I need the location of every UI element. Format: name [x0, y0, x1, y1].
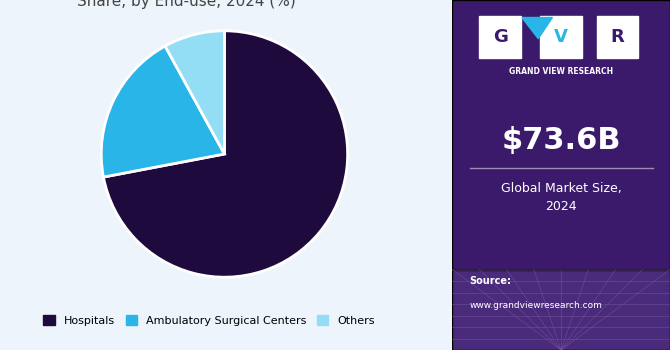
Text: Global Market Size,
2024: Global Market Size, 2024 — [500, 182, 622, 213]
Text: V: V — [554, 28, 568, 46]
FancyBboxPatch shape — [597, 16, 639, 58]
FancyBboxPatch shape — [452, 0, 670, 350]
Text: $73.6B: $73.6B — [501, 126, 621, 154]
FancyBboxPatch shape — [480, 16, 521, 58]
Wedge shape — [101, 46, 224, 177]
Text: Share, by End-use, 2024 (%): Share, by End-use, 2024 (%) — [76, 0, 295, 9]
Text: R: R — [611, 28, 624, 46]
Text: Source:: Source: — [470, 276, 512, 287]
Wedge shape — [165, 31, 224, 154]
FancyBboxPatch shape — [541, 16, 582, 58]
Legend: Hospitals, Ambulatory Surgical Centers, Others: Hospitals, Ambulatory Surgical Centers, … — [39, 310, 379, 330]
Polygon shape — [522, 18, 553, 39]
FancyBboxPatch shape — [452, 270, 670, 350]
Text: GRAND VIEW RESEARCH: GRAND VIEW RESEARCH — [509, 66, 613, 76]
Text: G: G — [492, 28, 508, 46]
Text: www.grandviewresearch.com: www.grandviewresearch.com — [470, 301, 602, 310]
Wedge shape — [103, 31, 348, 277]
